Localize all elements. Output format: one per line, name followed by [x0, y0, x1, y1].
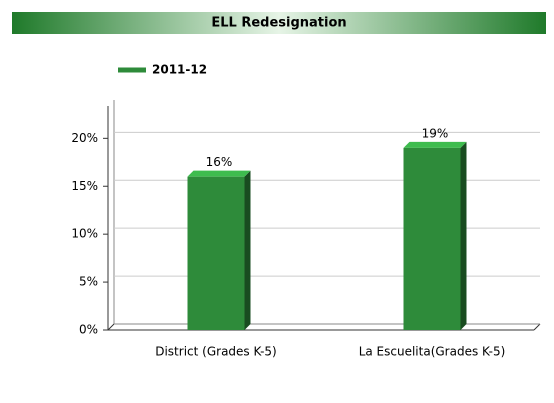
title-bar — [12, 12, 546, 34]
value-label: 19% — [422, 126, 449, 140]
x-axis — [107, 323, 115, 331]
bar-top — [403, 141, 467, 148]
bar-side — [460, 141, 467, 330]
chart-title: ELL Redesignation — [211, 16, 346, 31]
x-tick-label: District (Grades K-5) — [155, 345, 277, 359]
y-tick-label: 10% — [71, 227, 98, 241]
y-tick-label: 15% — [71, 179, 98, 193]
bar — [187, 176, 245, 330]
bar-side — [244, 170, 251, 330]
y-tick-label: 0% — [79, 323, 98, 337]
y-tick-label: 20% — [71, 131, 98, 145]
bar-top — [187, 170, 251, 177]
x-tick-label: La Escuelita(Grades K-5) — [359, 345, 506, 359]
bar — [403, 147, 461, 330]
x-axis — [533, 323, 541, 331]
value-label: 16% — [206, 155, 233, 169]
legend-label: 2011-12 — [152, 63, 207, 77]
y-tick-label: 5% — [79, 275, 98, 289]
